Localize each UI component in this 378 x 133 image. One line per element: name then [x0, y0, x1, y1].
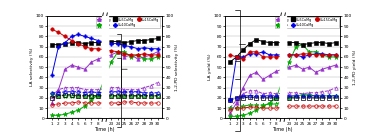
Y-axis label: LA yield (%): LA yield (%): [209, 54, 212, 80]
Legend: CuMg, CuCa, Cu5CaMg, Cu10CaMg, Cu15CaMg: CuMg, CuCa, Cu5CaMg, Cu10CaMg, Cu15CaMg: [96, 17, 161, 28]
Bar: [280, 16, 286, 118]
Y-axis label: LA selectivity (%): LA selectivity (%): [30, 48, 34, 86]
Bar: [280, 16, 286, 118]
X-axis label: Time (h): Time (h): [94, 127, 115, 132]
Legend: CuMg, CuCa, Cu5CaMg, Cu10CaMg, Cu15CaMg: CuMg, CuCa, Cu5CaMg, Cu10CaMg, Cu15CaMg: [274, 17, 339, 28]
X-axis label: Time (h): Time (h): [273, 127, 293, 132]
Bar: [102, 16, 108, 118]
Y-axis label: 1,2-PD yield (%): 1,2-PD yield (%): [353, 49, 357, 85]
Bar: [102, 16, 108, 118]
Y-axis label: 1,2-PD selectivity (%): 1,2-PD selectivity (%): [175, 43, 179, 91]
